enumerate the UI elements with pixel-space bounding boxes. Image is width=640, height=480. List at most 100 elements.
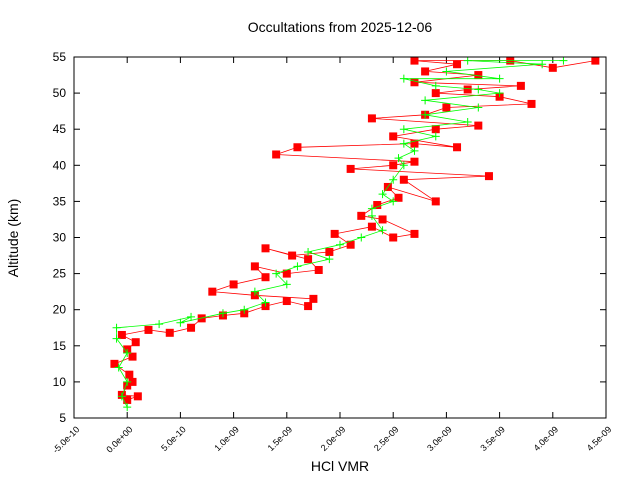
- data-point-square: [117, 330, 126, 339]
- data-point-plus: [389, 197, 398, 206]
- data-point-plus: [394, 154, 403, 163]
- x-tick-label: -5.0e-10: [51, 424, 82, 455]
- data-point-square: [309, 294, 318, 303]
- data-point-square: [325, 247, 334, 256]
- data-point-plus: [282, 280, 291, 289]
- data-point-square: [144, 325, 153, 334]
- data-point-square: [165, 328, 174, 337]
- data-point-plus: [399, 125, 408, 134]
- data-point-square: [110, 359, 119, 368]
- data-point-square: [410, 78, 419, 87]
- data-point-square: [474, 71, 483, 80]
- data-point-square: [453, 60, 462, 69]
- x-tick-label: 5.0e-10: [159, 424, 188, 453]
- data-point-square: [474, 121, 483, 130]
- data-point-square: [389, 161, 398, 170]
- data-point-plus: [431, 81, 440, 90]
- data-point-plus: [378, 190, 387, 199]
- data-point-square: [410, 56, 419, 65]
- y-tick-label: 5: [59, 411, 66, 425]
- data-point-plus: [463, 56, 472, 65]
- data-point-plus: [399, 161, 408, 170]
- y-tick-label: 20: [53, 303, 67, 317]
- data-point-plus: [559, 56, 568, 65]
- data-point-plus: [272, 269, 281, 278]
- data-point-square: [431, 197, 440, 206]
- data-point-square: [187, 323, 196, 332]
- x-tick-label: 4.0e-09: [532, 424, 561, 453]
- data-point-square: [378, 215, 387, 224]
- data-point-plus: [357, 233, 366, 242]
- data-point-square: [410, 157, 419, 166]
- y-tick-label: 55: [53, 50, 67, 64]
- data-point-plus: [495, 89, 504, 98]
- data-point-square: [261, 273, 270, 282]
- data-point-plus: [389, 175, 398, 184]
- data-point-plus: [421, 96, 430, 105]
- data-point-plus: [123, 403, 132, 412]
- y-tick-label: 35: [53, 194, 67, 208]
- data-point-plus: [431, 132, 440, 141]
- data-point-plus: [474, 103, 483, 112]
- data-point-square: [133, 392, 142, 401]
- y-tick-label: 10: [53, 375, 67, 389]
- data-point-plus: [474, 85, 483, 94]
- data-point-plus: [495, 74, 504, 83]
- plot-frame: [73, 56, 607, 419]
- data-point-plus: [250, 287, 259, 296]
- x-axis-label: HCl VMR: [311, 458, 369, 474]
- data-point-square: [125, 370, 134, 379]
- data-point-square: [128, 377, 137, 386]
- data-point-square: [389, 132, 398, 141]
- data-point-square: [591, 56, 600, 65]
- data-point-plus: [399, 139, 408, 148]
- data-point-plus: [123, 377, 132, 386]
- data-point-plus: [176, 318, 185, 327]
- data-point-square: [250, 262, 259, 271]
- data-point-plus: [112, 334, 121, 343]
- data-point-square: [288, 251, 297, 260]
- data-point-plus: [293, 262, 302, 271]
- data-point-square: [373, 201, 382, 210]
- data-point-square: [463, 85, 472, 94]
- data-point-square: [527, 99, 536, 108]
- data-point-square: [389, 233, 398, 242]
- data-point-square: [516, 81, 525, 90]
- data-point-square: [208, 287, 217, 296]
- data-point-plus: [378, 226, 387, 235]
- y-tick-label: 25: [53, 267, 67, 281]
- data-point-square: [394, 193, 403, 202]
- x-tick-label: 4.5e-09: [585, 424, 614, 453]
- y-tick-label: 15: [53, 339, 67, 353]
- y-tick-label: 50: [53, 86, 67, 100]
- x-tick-label: 2.0e-09: [319, 424, 348, 453]
- data-point-square: [123, 395, 132, 404]
- data-point-plus: [155, 320, 164, 329]
- data-point-square: [399, 175, 408, 184]
- data-point-plus: [261, 298, 270, 307]
- y-tick-label: 45: [53, 122, 67, 136]
- data-point-square: [229, 280, 238, 289]
- data-point-plus: [538, 60, 547, 69]
- data-point-square: [367, 222, 376, 231]
- data-point-plus: [218, 309, 227, 318]
- data-point-plus: [336, 240, 344, 249]
- data-point-square: [548, 63, 557, 72]
- data-point-square: [330, 229, 339, 238]
- series-line: [116, 60, 564, 408]
- data-point-square: [453, 143, 462, 152]
- data-point-plus: [114, 363, 123, 372]
- data-point-square: [282, 297, 291, 306]
- data-point-square: [421, 67, 430, 76]
- data-point-square: [346, 164, 355, 173]
- data-point-plus: [410, 146, 419, 155]
- data-point-plus: [240, 305, 249, 314]
- x-tick-label: 3.5e-09: [478, 424, 507, 453]
- x-tick-label: 3.0e-09: [425, 424, 454, 453]
- data-point-square: [431, 125, 440, 134]
- data-point-square: [314, 265, 323, 274]
- data-point-square: [367, 114, 376, 123]
- data-point-square: [261, 244, 270, 253]
- chart-title: Occultations from 2025-12-06: [248, 19, 433, 35]
